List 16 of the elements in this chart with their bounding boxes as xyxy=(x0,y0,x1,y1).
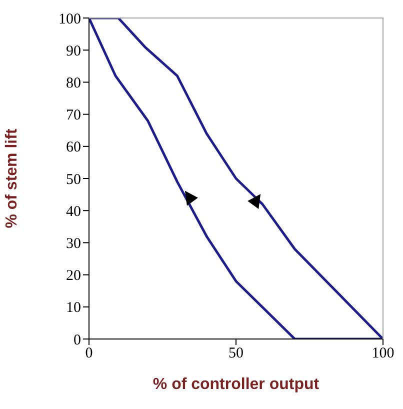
y-tick-label: 90 xyxy=(66,43,81,60)
y-tick-label: 100 xyxy=(58,11,81,28)
y-axis-title: % of stem lift xyxy=(4,128,21,228)
x-axis-title: % of controller output xyxy=(152,376,320,393)
y-tick-label: 10 xyxy=(66,300,81,316)
y-tick-label: 30 xyxy=(66,236,81,252)
y-tick-label: 20 xyxy=(66,268,81,284)
x-tick-label: 50 xyxy=(228,346,244,362)
x-tick-label: 0 xyxy=(85,346,93,362)
y-tick-label: 80 xyxy=(66,76,81,92)
y-tick-label: 0 xyxy=(74,332,81,348)
y-tick-label: 40 xyxy=(66,204,81,220)
y-tick-label: 50 xyxy=(66,172,81,188)
x-tick-label: 100 xyxy=(372,346,394,362)
y-tick-label: 60 xyxy=(66,140,81,156)
y-tick-label: 70 xyxy=(66,108,81,124)
